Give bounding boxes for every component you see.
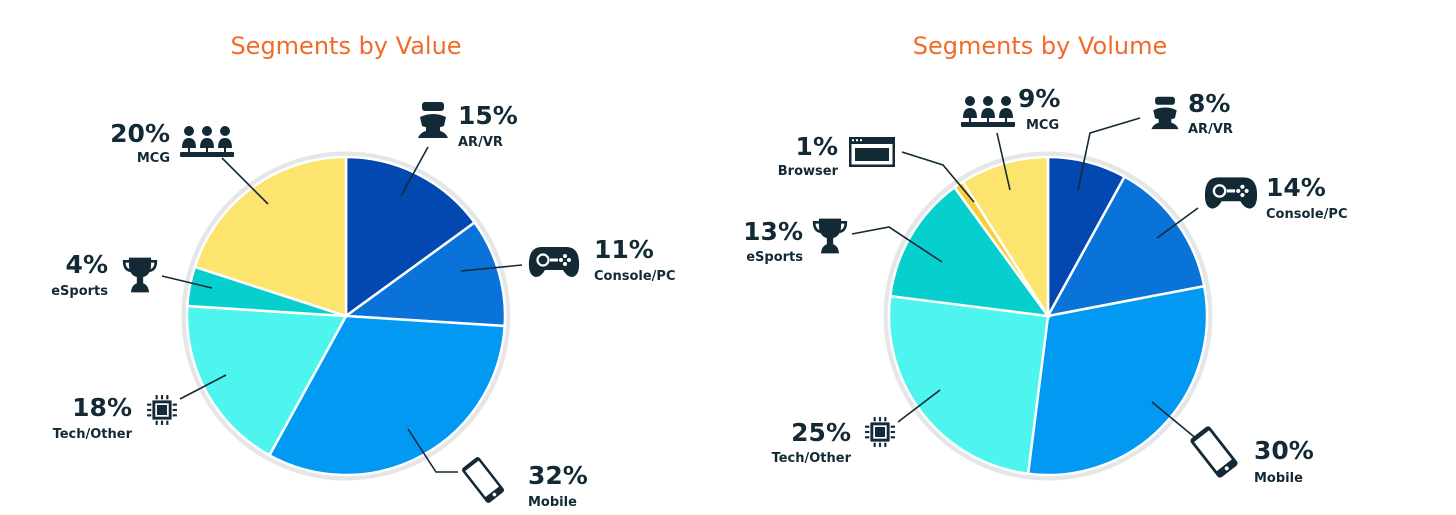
value-name-tech: Tech/Other <box>53 427 133 442</box>
browser-window-icon <box>849 137 895 167</box>
value-leader-mobile <box>407 428 458 473</box>
chip-icon <box>146 394 178 426</box>
value-leader-ar-vr <box>400 146 429 197</box>
value-leader-esports <box>161 275 213 289</box>
volume-slice-console-pc <box>1045 174 1206 318</box>
volume-leader-ar-vr <box>1077 117 1141 191</box>
value-label-mcg: 20% MCG <box>110 119 269 205</box>
volume-label-esports: 13% eSports <box>743 217 943 265</box>
vr-headset-icon <box>1151 96 1179 130</box>
volume-name-mobile: Mobile <box>1254 471 1303 486</box>
volume-label-tech: 25% Tech/Other <box>772 389 941 466</box>
value-pct-mcg: 20% <box>110 119 170 148</box>
volume-pie-rim <box>883 151 1213 481</box>
smartphone-icon <box>460 455 506 505</box>
value-name-esports: eSports <box>51 284 108 299</box>
volume-pct-console: 14% <box>1266 173 1326 202</box>
chip-icon <box>864 416 896 448</box>
volume-leader-mcg <box>996 132 1011 191</box>
volume-chart-title: Segments by Volume <box>913 32 1167 60</box>
volume-pct-browser: 1% <box>796 132 838 161</box>
value-slice-console-pc <box>342 220 507 328</box>
gamepad-icon <box>528 245 580 279</box>
people-icon <box>180 126 234 157</box>
value-chart-title: Segments by Value <box>230 32 461 60</box>
value-pct-mobile: 32% <box>528 461 588 490</box>
value-label-console: 11% Console/PC <box>460 235 676 284</box>
people-icon <box>961 96 1015 127</box>
trophy-icon <box>812 217 848 255</box>
volume-label-console: 14% Console/PC <box>1156 173 1348 239</box>
volume-label-mcg: 9% MCG <box>961 84 1060 191</box>
value-pct-tech: 18% <box>72 393 132 422</box>
volume-pct-mcg: 9% <box>1018 84 1060 113</box>
vr-headset-icon <box>418 102 448 138</box>
value-label-esports: 4% eSports <box>51 250 213 299</box>
volume-label-mobile: 30% Mobile <box>1151 401 1314 486</box>
volume-pct-esports: 13% <box>743 217 803 246</box>
value-name-mcg: MCG <box>137 151 170 166</box>
value-pct-console: 11% <box>594 235 654 264</box>
value-pct-esports: 4% <box>66 250 108 279</box>
value-slice-mobile <box>267 314 507 477</box>
volume-label-browser: 1% Browser <box>778 132 975 203</box>
value-label-ar-vr: 15% AR/VR <box>400 101 518 197</box>
value-name-console: Console/PC <box>594 269 676 284</box>
value-slice-tech-other <box>185 304 349 458</box>
volume-leader-browser <box>901 151 975 203</box>
value-label-tech: 18% Tech/Other <box>53 374 227 442</box>
value-pct-ar-vr: 15% <box>458 101 518 130</box>
value-pie-chart <box>181 151 511 481</box>
value-leader-tech <box>179 374 227 400</box>
volume-leader-mobile <box>1151 401 1199 441</box>
volume-leader-tech <box>897 389 941 423</box>
value-leader-console <box>460 264 523 272</box>
gamepad-icon <box>1204 176 1258 210</box>
volume-pct-ar-vr: 8% <box>1188 89 1230 118</box>
value-name-mobile: Mobile <box>528 495 577 510</box>
volume-pct-mobile: 30% <box>1254 436 1314 465</box>
volume-name-mcg: MCG <box>1026 118 1059 133</box>
volume-name-esports: eSports <box>746 250 803 265</box>
value-label-mobile: 32% Mobile <box>407 428 588 510</box>
volume-pie-chart <box>883 151 1213 481</box>
volume-slice-esports <box>888 185 1051 318</box>
volume-name-console: Console/PC <box>1266 207 1348 222</box>
volume-name-ar-vr: AR/VR <box>1188 122 1233 137</box>
volume-slice-mobile <box>1026 284 1209 477</box>
volume-leader-esports <box>851 226 943 263</box>
trophy-icon <box>122 256 158 294</box>
volume-leader-console <box>1156 207 1199 239</box>
volume-name-tech: Tech/Other <box>772 451 852 466</box>
value-pie-rim <box>181 151 511 481</box>
volume-slice-tech-other <box>887 294 1050 476</box>
value-slice-mcg <box>193 155 348 318</box>
smartphone-icon <box>1189 424 1239 480</box>
value-slice-ar-vr <box>344 155 477 319</box>
volume-name-browser: Browser <box>778 164 839 179</box>
value-leader-mcg <box>221 157 269 205</box>
volume-label-ar-vr: 8% AR/VR <box>1077 89 1233 191</box>
volume-pct-tech: 25% <box>791 418 851 447</box>
value-name-ar-vr: AR/VR <box>458 135 503 150</box>
